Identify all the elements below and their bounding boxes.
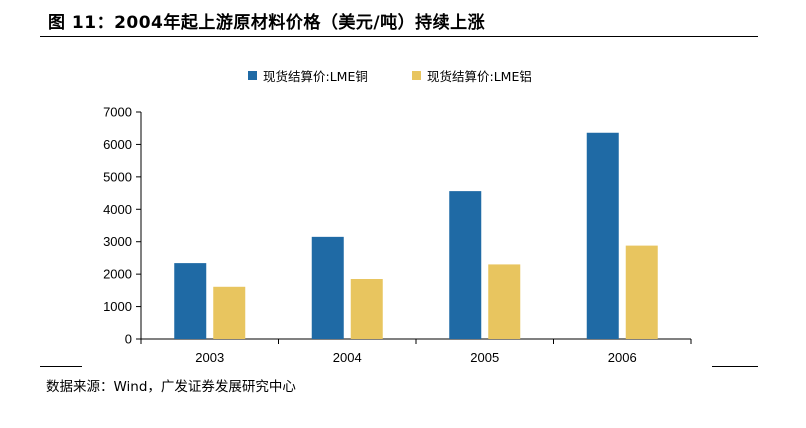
- title-divider: [40, 36, 758, 37]
- y-tick-label-7: 7000: [103, 105, 132, 120]
- legend-item-copper: 现货结算价:LME铜: [248, 66, 368, 85]
- legend-swatch-aluminum: [412, 71, 421, 80]
- legend-swatch-copper: [248, 71, 257, 80]
- figure-title: 图 11：2004年起上游原材料价格（美元/吨）持续上涨: [48, 13, 486, 33]
- y-tick-label-6: 6000: [103, 137, 132, 152]
- source-note: 数据来源：Wind，广发证券发展研究中心: [46, 379, 296, 395]
- x-tick-label-2003: 2003: [195, 350, 224, 365]
- y-tick-label-4: 4000: [103, 202, 132, 217]
- x-tick-label-2006: 2006: [608, 350, 637, 365]
- bar-copper-2005: [449, 191, 482, 339]
- bar-copper-2004: [311, 236, 344, 339]
- bar-copper-2006: [586, 132, 619, 339]
- y-tick-label-3: 3000: [103, 234, 132, 249]
- x-tick-label-2004: 2004: [333, 350, 362, 365]
- bar-aluminum-2006: [625, 245, 658, 339]
- bar-aluminum-2005: [488, 264, 521, 339]
- bar-aluminum-2004: [350, 279, 383, 339]
- legend-item-aluminum: 现货结算价:LME铝: [412, 66, 532, 85]
- legend-label-aluminum: 现货结算价:LME铝: [427, 69, 532, 84]
- legend-label-copper: 现货结算价:LME铜: [263, 69, 368, 84]
- y-tick-label-0: 0: [125, 332, 132, 347]
- y-tick-label-1: 1000: [103, 299, 132, 314]
- bottom-rule-left: [40, 366, 82, 367]
- y-tick-label-2: 2000: [103, 267, 132, 282]
- bottom-rule-right: [712, 366, 758, 367]
- y-tick-label-5: 5000: [103, 169, 132, 184]
- bar-aluminum-2003: [213, 286, 246, 339]
- bar-copper-2003: [174, 263, 207, 339]
- x-tick-label-2005: 2005: [470, 350, 499, 365]
